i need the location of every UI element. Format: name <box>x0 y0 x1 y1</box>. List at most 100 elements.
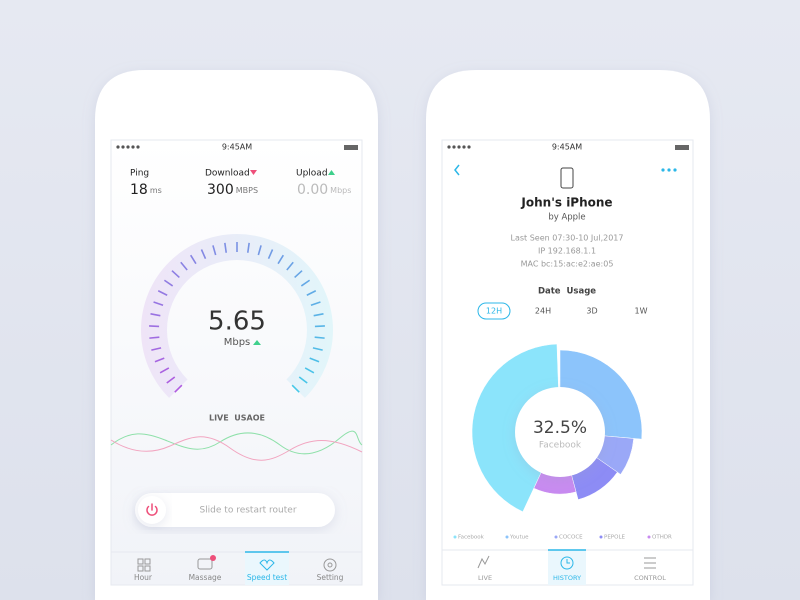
gauge-tick <box>306 290 317 296</box>
last-seen: Last Seen 07:30-10 Jul,2017 <box>511 234 624 243</box>
battery <box>344 145 358 150</box>
active-tab-bg <box>548 550 586 585</box>
unit: Mbps <box>330 186 351 195</box>
ping-value: 18 ms <box>130 182 162 198</box>
tab-label: LIVE <box>478 574 492 582</box>
legend: Facebook Youtue COCOCE PEPOLE OTHDR <box>453 535 672 541</box>
maker: by Apple <box>548 213 585 223</box>
gauge-tick <box>174 384 183 393</box>
donut-value: 32.5% <box>533 418 587 438</box>
download-label: Download <box>205 169 250 179</box>
donut-hole <box>515 387 605 477</box>
gauge-tick <box>163 279 174 287</box>
tab-bar: Hour Massage Speed test Setting <box>134 573 344 582</box>
gauge-tick <box>300 279 311 287</box>
phone-icon <box>560 167 574 189</box>
battery <box>675 145 689 150</box>
gauge-tick <box>159 367 170 374</box>
legend-label: Facebook <box>458 535 485 541</box>
slider[interactable] <box>135 493 335 527</box>
gauge-tick <box>166 376 176 384</box>
signal-dots <box>447 145 471 149</box>
value: 300 <box>207 182 234 198</box>
gauge-tick <box>309 357 320 363</box>
back-button[interactable] <box>454 164 460 176</box>
gauge-tick <box>286 261 294 271</box>
gauge-tick <box>171 270 180 279</box>
up-arrow <box>253 340 261 345</box>
legend-dot <box>599 535 603 539</box>
legend-dot <box>554 535 558 539</box>
more-button[interactable] <box>661 168 677 172</box>
upload-value: 0.00 Mbps <box>297 182 351 198</box>
legend-label: OTHDR <box>652 535 672 541</box>
range-label: 12H <box>486 307 502 316</box>
legend-label: COCOCE <box>559 535 583 541</box>
gauge-tick <box>291 384 300 393</box>
gauge-tick <box>267 249 274 259</box>
gauge-tick <box>154 357 165 363</box>
gauge-tick <box>180 261 188 271</box>
gauge-tick <box>312 347 323 351</box>
donut-label: Facebook <box>539 441 582 451</box>
legend-dot <box>647 535 651 539</box>
gauge-tick <box>313 313 324 317</box>
wave-line <box>110 430 363 455</box>
tab-label: Massage <box>189 573 222 582</box>
gauge-tick <box>298 376 308 384</box>
tab-label: Speed test <box>247 573 287 582</box>
value: 18 <box>130 182 148 198</box>
power-icon <box>146 503 158 516</box>
tab-label: Setting <box>317 573 344 582</box>
gauge-tick <box>314 336 325 339</box>
ping-label: Ping <box>130 169 149 179</box>
tab-label: Hour <box>134 573 153 582</box>
active-tab-bg <box>245 552 289 585</box>
tab-label: HISTORY <box>553 574 581 582</box>
gauge-tick <box>294 270 303 279</box>
legend-dot <box>505 535 509 539</box>
value: 0.00 <box>297 182 328 198</box>
unit: MBPS <box>236 186 258 195</box>
signal-dots <box>116 145 140 149</box>
gauge-tick <box>257 245 262 256</box>
gauge-band <box>141 234 334 398</box>
download-value: 300 MBPS <box>207 182 258 198</box>
slider-text: Slide to restart router <box>199 506 296 516</box>
legend-label: PEPOLE <box>604 535 626 541</box>
gauge-tick <box>246 242 250 253</box>
legend-dot <box>453 535 457 539</box>
gauge-tick <box>200 249 207 259</box>
gauge-tick <box>212 245 217 256</box>
range-label: 24H <box>535 307 551 316</box>
gauge-tick <box>149 336 160 339</box>
tab-bar: LIVE HISTORY CONTROL <box>478 574 666 582</box>
gauge-tick <box>151 347 162 351</box>
up-arrow <box>328 170 335 175</box>
gauge-tick <box>189 254 197 265</box>
tab-icons <box>137 558 337 572</box>
gauge-unit: Mbps <box>224 337 251 348</box>
live-usage-label: LIVE USAOE <box>209 414 265 423</box>
gauge-tick <box>153 301 164 306</box>
date-usage-label: Date Usage <box>538 287 596 297</box>
status-time: 9:45AM <box>552 143 582 152</box>
legend-label: Youtue <box>509 535 529 541</box>
status-time: 9:45AM <box>222 143 252 152</box>
mac: MAC bc:15:ac:e2:ae:05 <box>521 260 614 269</box>
ip: IP 192.168.1.1 <box>538 247 596 256</box>
upload-label: Upload <box>296 169 328 179</box>
range-label: 1W <box>635 307 648 316</box>
gauge-tick <box>150 313 161 317</box>
range-label: 3D <box>586 307 597 316</box>
gauge-tick <box>277 254 285 265</box>
tab-icons <box>477 555 656 570</box>
gauge-tick <box>157 290 168 296</box>
gauge-value: 5.65 <box>208 307 266 337</box>
gauge-tick <box>310 301 321 306</box>
gauge-tick <box>304 367 315 374</box>
wave-line <box>110 436 363 461</box>
down-arrow <box>250 170 257 175</box>
badge <box>210 555 216 561</box>
